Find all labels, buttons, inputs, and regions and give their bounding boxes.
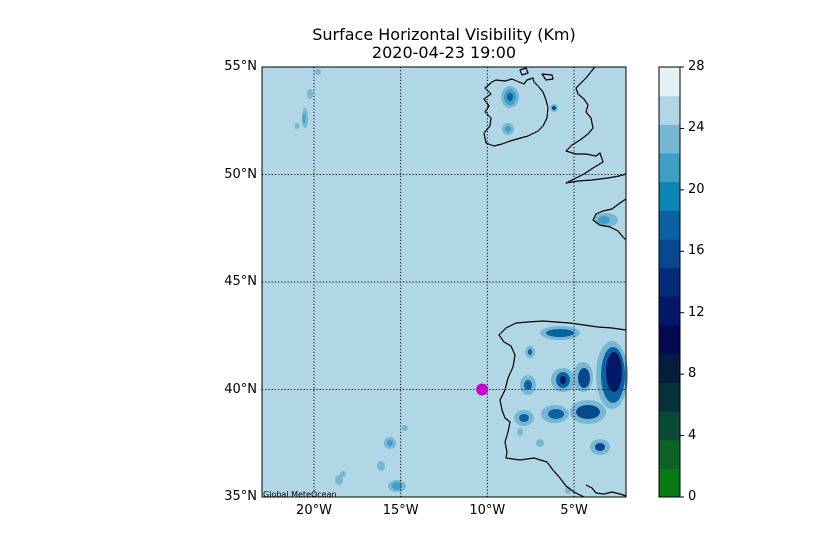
colorbar-segment [659,382,680,412]
colorbar-frame [658,66,681,498]
colorbar-segment [659,353,680,383]
latitude-label: 55°N [224,59,257,74]
colorbar-tick-label: 4 [688,427,697,443]
colorbar-segment [659,325,680,355]
colorbar-tick-label: 28 [688,59,705,74]
colorbar-segment [659,124,680,154]
colorbar [659,67,680,498]
map-frame [261,66,627,498]
colorbar-segment [659,181,680,211]
credit-text: Global MeteOcean [263,490,337,499]
longitude-label: 15°W [382,503,419,518]
colorbar-segment [659,411,680,441]
colorbar-tick-label: 16 [688,243,705,259]
colorbar-segment [659,267,680,297]
colorbar-tick-label: 0 [688,489,697,504]
latitude-label: 40°N [224,381,257,397]
colorbar-segment [659,67,680,97]
colorbar-ticks [680,66,684,498]
visibility-contours [294,69,628,494]
latitude-label: 50°N [224,166,257,182]
colorbar-segment [659,239,680,269]
colorbar-segment [659,95,680,125]
longitude-label: 20°W [296,503,332,518]
colorbar-tick-label: 24 [688,120,705,136]
location-marker[interactable] [476,383,489,396]
colorbar-segment [659,439,680,469]
latitude-label: 35°N [224,489,257,504]
colorbar-segment [659,210,680,240]
coastlines [483,66,627,498]
ocean-background [262,67,626,497]
longitude-label: 5°W [560,503,588,518]
longitude-label: 10°W [469,503,506,518]
map-title: Surface Horizontal Visibility (Km) [312,25,576,44]
colorbar-tick-label: 20 [688,181,705,197]
colorbar-segment [659,296,680,326]
latitude-label: 45°N [224,274,257,289]
colorbar-tick-label: 12 [688,304,705,320]
colorbar-segment [659,468,680,498]
colorbar-tick-label: 8 [688,366,697,382]
map-subtitle: 2020-04-23 19:00 [371,43,517,62]
colorbar-segment [659,153,680,183]
graticule [262,66,626,498]
